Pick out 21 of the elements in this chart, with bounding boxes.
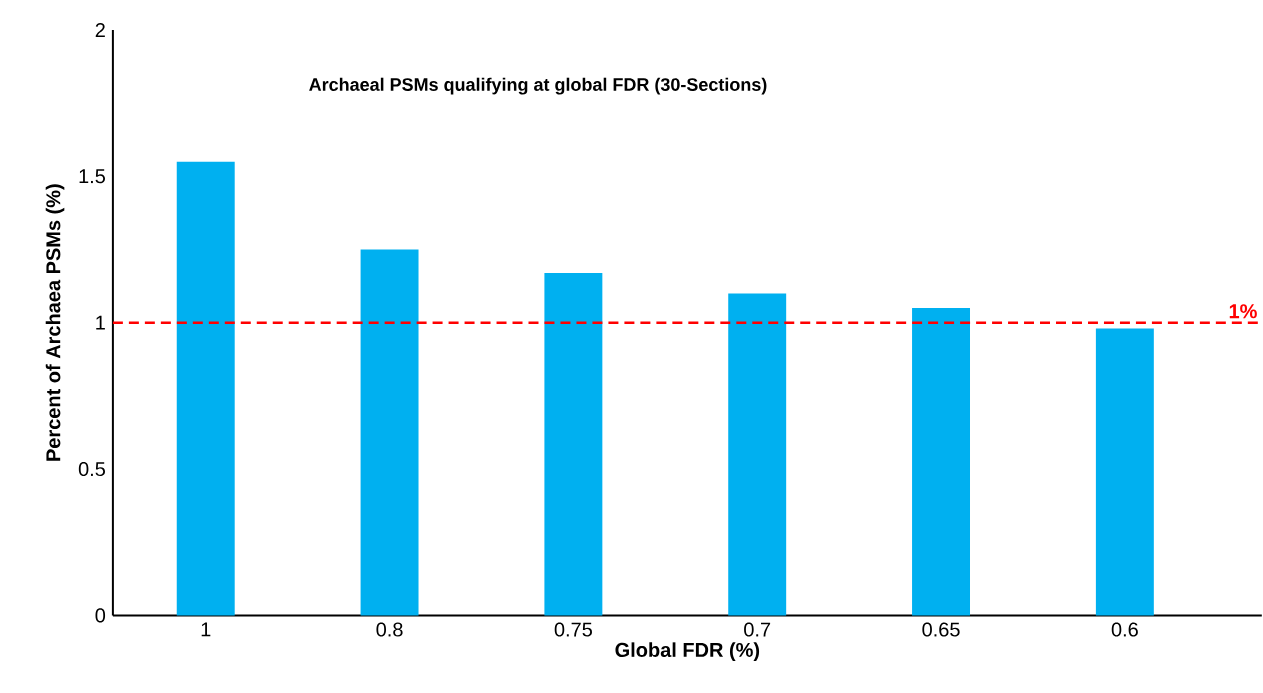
bar [912,307,971,616]
x-tick-label: 1 [201,622,211,637]
x-tick-label: 0.65 [922,622,960,637]
x-tick-label: 0.7 [744,622,771,637]
y-tick-label: 0 [95,608,106,623]
ref-line-label: 1% [1229,304,1257,319]
bar [1095,328,1154,616]
y-tick-label: 1.5 [79,169,105,184]
x-tick-label: 0.6 [1111,622,1138,637]
y-axis-title: Percent of Archaea PSMs (%) [45,184,65,461]
bar [176,161,235,616]
bar [728,293,787,616]
x-tick-label: 0.75 [554,622,592,637]
text: Archaeal PSMs qualifying at global FDR (30-Sections) [309,77,767,95]
y-tick-label: 2 [95,22,105,37]
x-axis-title: Global FDR (%) [615,642,760,661]
bar [360,249,419,616]
y-tick-label: 1 [96,315,105,330]
x-tick-label: 0.8 [376,622,403,637]
y-tick-label: 0.5 [78,461,105,476]
bar [544,272,603,616]
